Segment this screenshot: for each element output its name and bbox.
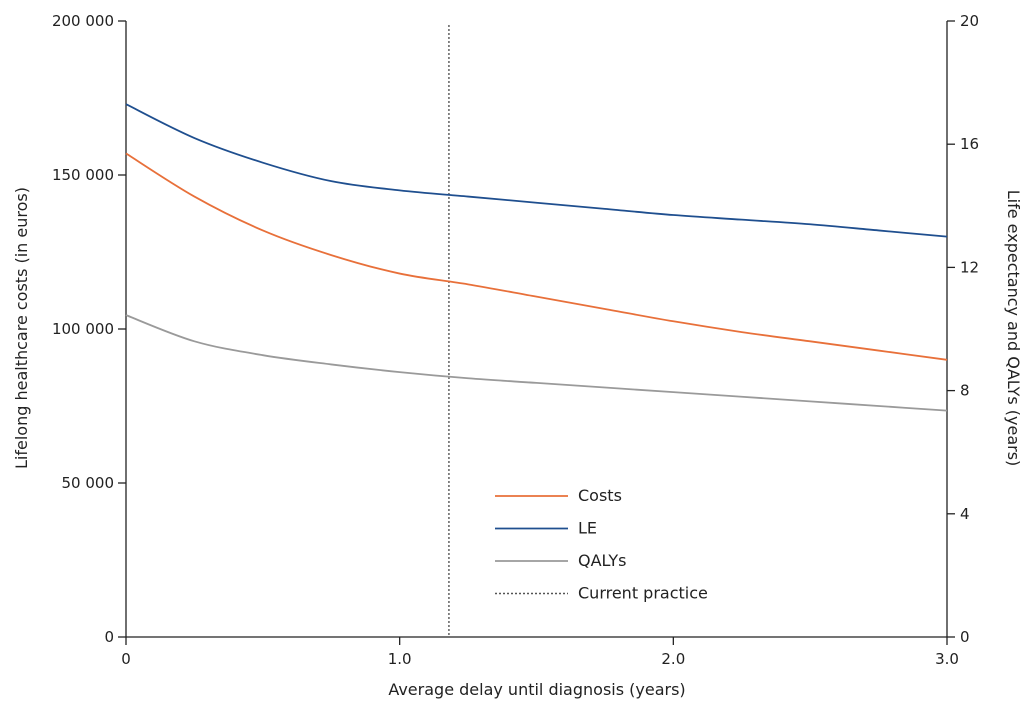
y-left-tick-label: 150 000	[52, 166, 114, 184]
series-line-costs	[125, 152, 948, 361]
y-right-axis-title: Life expectancy and QALYs (years)	[1004, 190, 1023, 467]
legend-label: LE	[578, 519, 597, 538]
legend-label: QALYs	[578, 551, 626, 570]
x-tick-label: 3.0	[935, 650, 959, 668]
y-left-axis-title: Lifelong healthcare costs (in euros)	[12, 187, 31, 469]
x-tick-label: 1.0	[388, 650, 412, 668]
x-tick-label: 0	[121, 650, 131, 668]
y-right-tick-label: 8	[960, 382, 970, 400]
legend-label: Costs	[578, 486, 622, 505]
y-right-tick-label: 12	[960, 258, 979, 276]
x-axis-title: Average delay until diagnosis (years)	[388, 680, 685, 699]
y-left-tick-label: 0	[104, 628, 114, 646]
y-right-tick-label: 16	[960, 135, 979, 153]
y-left-tick-label: 50 000	[62, 474, 115, 492]
series-group	[125, 103, 948, 412]
series-line-le	[125, 103, 948, 238]
y-left-tick-label: 200 000	[52, 12, 114, 30]
y-left-tick-label: 100 000	[52, 320, 114, 338]
y-right-tick-label: 0	[960, 628, 970, 646]
legend: Costs LE QALYs Current practice	[495, 486, 708, 603]
axes	[125, 21, 948, 638]
x-tick-label: 2.0	[661, 650, 685, 668]
legend-label: Current practice	[578, 584, 708, 603]
y-right-tick-label: 20	[960, 12, 979, 30]
y-right-tick-label: 4	[960, 505, 970, 523]
series-line-qalys	[125, 314, 948, 412]
